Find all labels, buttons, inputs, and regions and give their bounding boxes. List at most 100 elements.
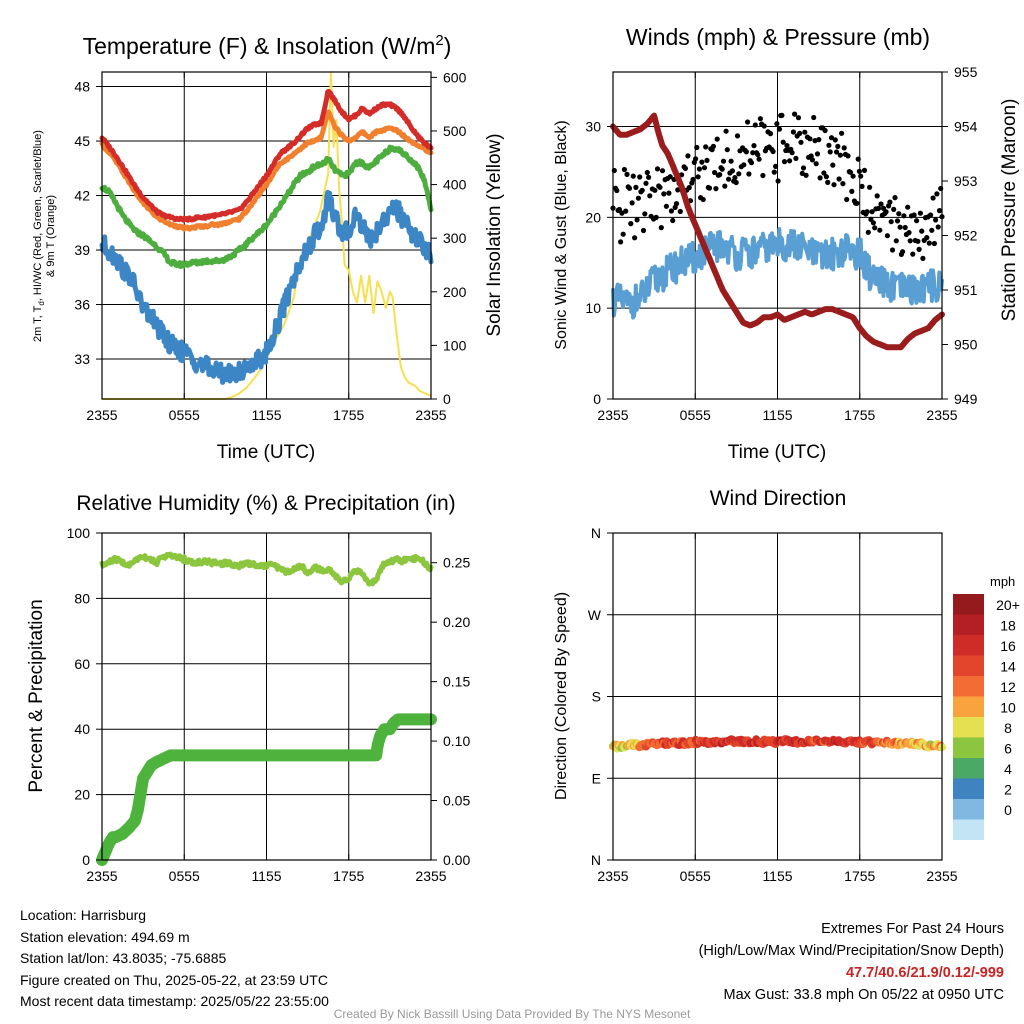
gust-point — [930, 195, 936, 201]
gust-point — [858, 173, 864, 179]
gust-point — [618, 239, 624, 245]
gust-point — [633, 184, 639, 190]
gust-point — [855, 156, 861, 162]
panel-humidity: Relative Humidity (%) & Precipitation (i… — [26, 492, 470, 884]
gust-point — [872, 225, 878, 231]
recent-data-timestamp: Most recent data timestamp: 2025/05/22 2… — [20, 993, 329, 1009]
gust-point — [821, 170, 827, 176]
gust-point — [643, 180, 649, 186]
y2-tick-label: 951 — [954, 282, 978, 298]
temp-2m-red-line — [99, 88, 434, 223]
gust-point — [864, 209, 870, 215]
gust-point — [911, 212, 917, 218]
gust-point — [663, 203, 670, 209]
gust-point — [811, 114, 817, 121]
gust-point — [695, 174, 701, 180]
gust-point — [773, 163, 779, 169]
gust-point — [837, 152, 844, 158]
gust-point — [624, 171, 630, 177]
gust-point — [729, 168, 736, 174]
humidity-ticks: 2355 0555 1155 1755 23550204060801000.000.05… — [67, 525, 471, 884]
gust-point — [704, 157, 710, 163]
legend-label: 8 — [1004, 720, 1012, 736]
gust-point — [789, 150, 795, 156]
legend-label: 14 — [1000, 659, 1016, 675]
gust-point — [743, 149, 750, 155]
winds-grid — [613, 72, 942, 399]
y-tick-label: N — [591, 525, 601, 541]
gust-point — [803, 172, 809, 178]
gust-point — [640, 227, 647, 234]
gust-point — [779, 112, 785, 118]
y2-tick-label: 949 — [954, 391, 978, 407]
legend-swatch — [953, 696, 984, 717]
gust-point — [760, 172, 766, 179]
x-tick-label: 0555 — [680, 407, 711, 423]
y2-tick-label: 0.20 — [443, 614, 470, 630]
gust-point — [696, 166, 703, 172]
gust-point — [771, 169, 777, 175]
panel-temperature: Temperature (F) & Insolation (W/m2) 2355… — [32, 32, 505, 463]
gust-point — [734, 133, 741, 139]
y2-tick-label: 952 — [954, 228, 978, 244]
y2-tick-label: 0.10 — [443, 733, 470, 749]
panel-wind-direction: Wind Direction 2355 0555 1155 1755 2355NESWN… — [553, 487, 1020, 884]
gust-point — [634, 217, 640, 223]
gust-point — [659, 168, 666, 174]
gust-point — [630, 173, 636, 179]
gust-point — [889, 247, 896, 253]
x-tick-label: 1155 — [251, 868, 281, 884]
gust-point — [642, 211, 648, 217]
winds-series — [610, 111, 945, 351]
gust-point — [614, 187, 620, 194]
figure-created: Figure created on Thu, 2025-05-22, at 23… — [20, 971, 328, 988]
gust-point — [792, 111, 798, 117]
gust-point — [644, 169, 650, 176]
y-tick-label: 42 — [74, 188, 90, 204]
gust-point — [822, 127, 828, 134]
gust-point — [850, 173, 856, 179]
gust-point — [891, 206, 897, 212]
legend-title: mph — [990, 574, 1015, 589]
y-tick-label: S — [592, 689, 601, 705]
extremes-subtitle: (High/Low/Max Wind/Precipitation/Snow De… — [698, 943, 1004, 959]
gust-point — [750, 150, 756, 156]
y2-tick-label: 600 — [443, 69, 467, 85]
gust-point — [693, 156, 699, 162]
gust-point — [793, 155, 799, 161]
gust-point — [809, 157, 816, 163]
y-tick-label: 0 — [82, 852, 90, 868]
x-tick-label: 2355 — [597, 407, 628, 423]
x-tick-label: 2355 — [926, 407, 957, 423]
gust-point — [906, 230, 912, 236]
scarlet-blue-line — [99, 189, 434, 385]
gust-point — [701, 165, 708, 171]
legend-swatch — [953, 799, 984, 820]
gust-point — [639, 187, 645, 193]
gust-point — [699, 159, 705, 165]
y2-tick-label: 200 — [443, 284, 467, 300]
gust-point — [907, 238, 913, 244]
temperature-chart-title: Temperature (F) & Insolation (W/m2) — [83, 32, 452, 59]
gust-point — [784, 143, 790, 149]
winds-ticks: 2355 0555 1155 1755 235501020309499509519529… — [585, 64, 977, 423]
y2-tick-label: 400 — [443, 177, 467, 193]
wind-direction-series — [609, 735, 946, 753]
gust-point — [920, 255, 926, 261]
gust-point — [916, 246, 922, 252]
gust-point — [844, 196, 850, 203]
gust-point — [733, 179, 739, 186]
gust-point — [628, 221, 634, 227]
gust-point — [745, 119, 751, 125]
gust-point — [795, 115, 802, 121]
gust-point — [936, 208, 943, 214]
y2-tick-label: 0.05 — [443, 793, 470, 809]
y-tick-label: 33 — [74, 351, 90, 367]
gust-point — [732, 175, 738, 181]
legend-label: 2 — [1004, 782, 1012, 798]
gust-point — [798, 139, 804, 145]
gust-point — [770, 148, 776, 155]
y-tick-label: 40 — [74, 721, 90, 737]
y-tick-label: 20 — [585, 209, 601, 225]
